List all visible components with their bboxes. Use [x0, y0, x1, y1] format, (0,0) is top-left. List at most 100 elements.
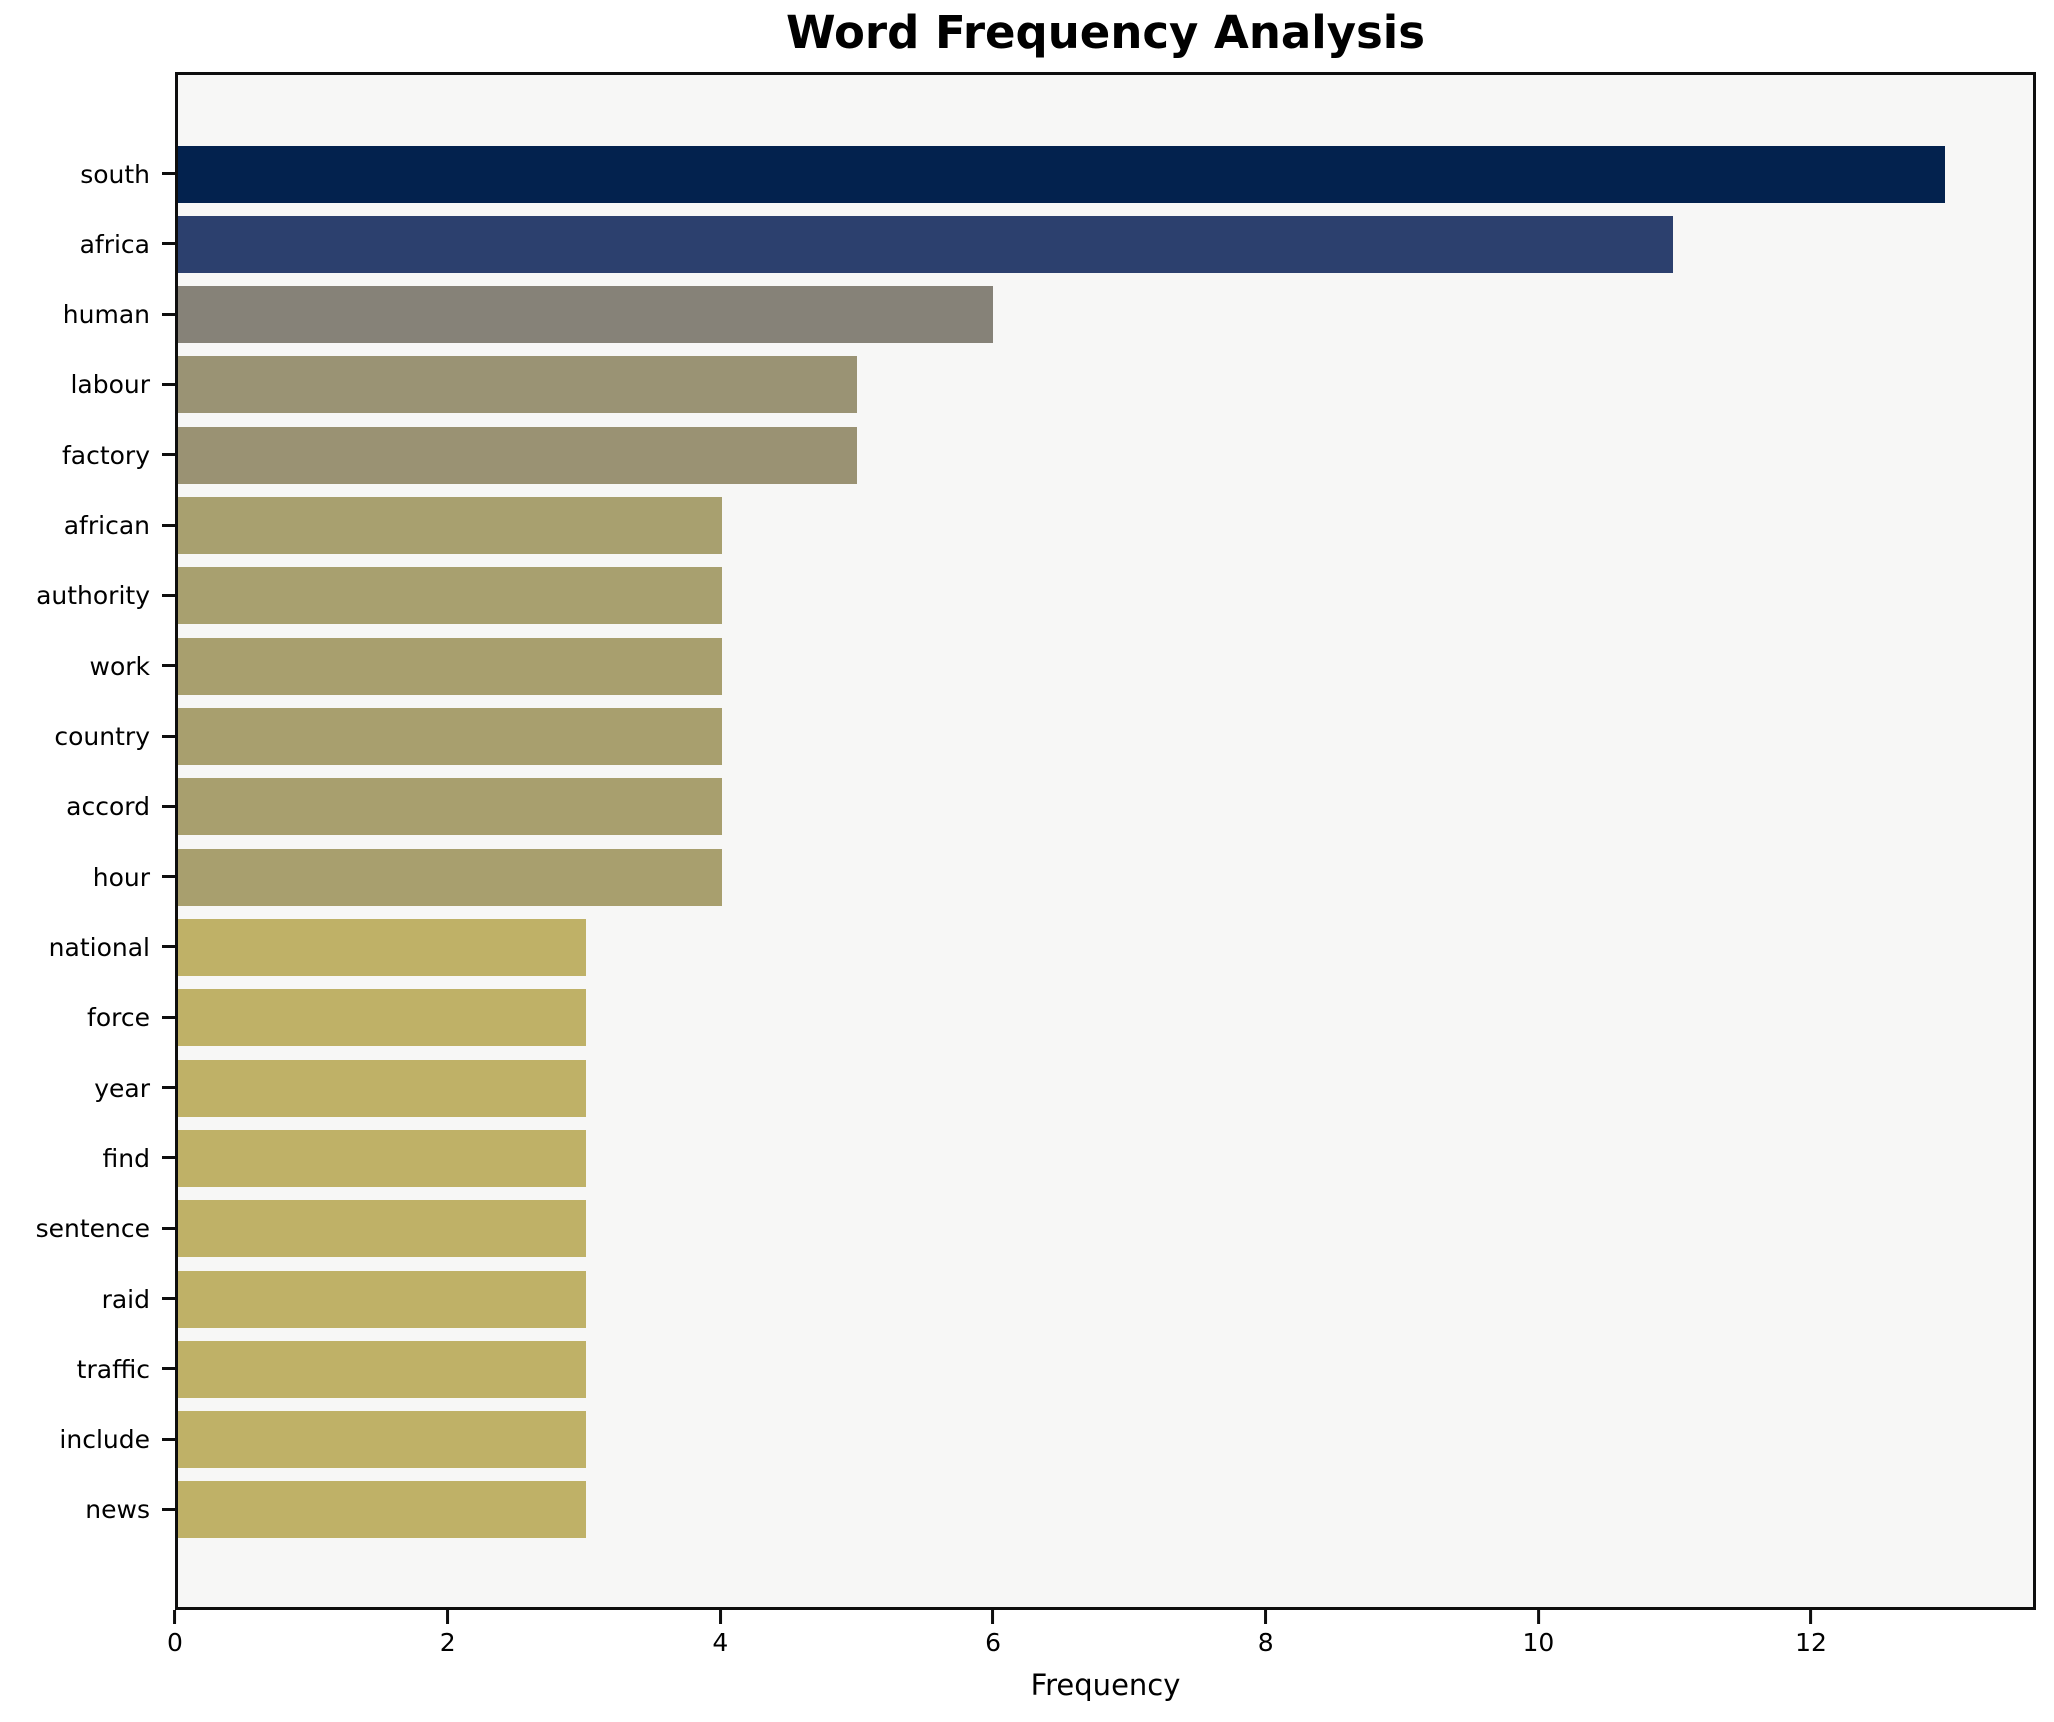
- x-tick-label: 12: [1795, 1628, 1827, 1657]
- y-tick-label: accord: [66, 792, 150, 822]
- bar-find: [178, 1129, 586, 1187]
- y-tick-mark: [162, 664, 175, 668]
- x-axis-ticks: 0 2 4 6 8 10 12: [167, 1610, 2036, 1680]
- y-tick-label: human: [62, 300, 150, 330]
- bar-authority: [178, 567, 722, 625]
- bar-south: [178, 145, 1945, 203]
- bar-african: [178, 497, 722, 555]
- bar-labour: [178, 356, 858, 414]
- bar-row: hour: [93, 842, 2033, 912]
- x-tick-mark: [1264, 1610, 1268, 1624]
- x-tick-mark: [446, 1610, 450, 1624]
- bar-year: [178, 1059, 586, 1117]
- y-tick-mark: [162, 1437, 175, 1441]
- bar-hour: [178, 848, 722, 906]
- bar-row: labour: [70, 350, 2033, 420]
- y-tick-mark: [162, 593, 175, 597]
- bar-row: authority: [36, 561, 2033, 631]
- x-tick-mark: [1809, 1610, 1813, 1624]
- y-tick-label: work: [89, 651, 151, 681]
- bar-row: national: [49, 912, 2033, 982]
- y-tick-mark: [162, 875, 175, 879]
- y-tick-mark: [162, 172, 175, 175]
- y-tick-label: national: [48, 932, 150, 962]
- y-tick-label: traffic: [76, 1354, 150, 1384]
- y-tick-label: find: [102, 1143, 150, 1173]
- y-tick-mark: [162, 242, 175, 246]
- bar-work: [178, 637, 722, 695]
- y-tick-mark: [162, 1507, 175, 1511]
- x-tick-label: 8: [1257, 1628, 1274, 1657]
- bar-row: accord: [66, 772, 2033, 842]
- y-tick-label: year: [94, 1073, 150, 1103]
- x-tick-mark: [991, 1610, 995, 1624]
- bar-africa: [178, 215, 1673, 273]
- x-tick: 2: [440, 1610, 456, 1655]
- x-tick-mark: [173, 1610, 177, 1624]
- y-tick-mark: [162, 1086, 175, 1090]
- y-tick-mark: [162, 945, 175, 949]
- bar-row: force: [87, 983, 2033, 1053]
- y-tick-label: authority: [36, 581, 150, 611]
- bar-row: country: [54, 702, 2033, 772]
- x-tick-label: 10: [1522, 1628, 1555, 1657]
- bar-row: include: [59, 1405, 2033, 1475]
- y-tick-mark: [162, 1226, 175, 1230]
- y-tick-mark: [162, 523, 175, 527]
- y-tick-label: news: [85, 1495, 150, 1525]
- x-tick: 12: [1795, 1610, 1827, 1655]
- y-tick-mark: [162, 382, 175, 386]
- bar-traffic: [178, 1340, 586, 1398]
- bar-include: [178, 1411, 586, 1469]
- x-tick-label: 6: [985, 1628, 1001, 1657]
- bar-force: [178, 989, 586, 1047]
- plot-area: south africa human labour factory african auth…: [36, 72, 2036, 1610]
- bar-factory: [178, 426, 858, 484]
- bars-container: south africa human labour factory african auth…: [36, 75, 2033, 1607]
- y-tick-mark: [162, 1297, 175, 1300]
- y-tick-mark: [162, 453, 175, 457]
- y-tick-label: african: [63, 511, 150, 541]
- x-tick-mark: [1536, 1610, 1540, 1624]
- y-tick-mark: [162, 804, 175, 808]
- bar-row: african: [64, 491, 2033, 561]
- bar-national: [178, 918, 586, 976]
- x-axis-label: Frequency: [1030, 1668, 1181, 1702]
- y-tick-label: labour: [70, 370, 150, 400]
- bar-row: traffic: [77, 1334, 2033, 1404]
- chart-title: Word Frequency Analysis: [785, 6, 1426, 59]
- y-tick-label: factory: [61, 440, 150, 470]
- y-tick-label: africa: [79, 229, 150, 259]
- bar-raid: [178, 1270, 586, 1328]
- x-tick-label: 0: [167, 1628, 183, 1657]
- y-tick-label: force: [87, 1003, 150, 1033]
- bar-row: human: [63, 280, 2033, 350]
- bar-row: factory: [62, 420, 2033, 490]
- y-tick-label: sentence: [35, 1214, 150, 1244]
- y-tick-mark: [162, 1367, 175, 1371]
- bar-row: work: [90, 631, 2033, 701]
- bar-row: south: [80, 139, 2033, 209]
- bar-accord: [178, 778, 722, 836]
- x-tick: 10: [1522, 1610, 1554, 1655]
- x-tick: 8: [1258, 1610, 1274, 1655]
- x-tick: 0: [167, 1610, 183, 1655]
- bar-news: [178, 1481, 586, 1539]
- y-tick-mark: [162, 734, 175, 738]
- x-tick: 6: [985, 1610, 1001, 1655]
- bar-sentence: [178, 1200, 586, 1258]
- x-tick: 4: [712, 1610, 728, 1655]
- bar-row: raid: [102, 1264, 2033, 1334]
- bar-country: [178, 708, 722, 765]
- y-tick-mark: [162, 312, 175, 316]
- y-tick-mark: [162, 1156, 175, 1160]
- x-tick-label: 4: [712, 1628, 729, 1657]
- bar-row: year: [94, 1053, 2033, 1123]
- bar-row: africa: [80, 209, 2033, 279]
- y-tick-label: south: [80, 159, 150, 189]
- y-tick-mark: [162, 1015, 175, 1019]
- y-tick-label: include: [59, 1425, 150, 1455]
- bar-row: find: [103, 1123, 2033, 1193]
- x-tick-label: 2: [439, 1628, 456, 1657]
